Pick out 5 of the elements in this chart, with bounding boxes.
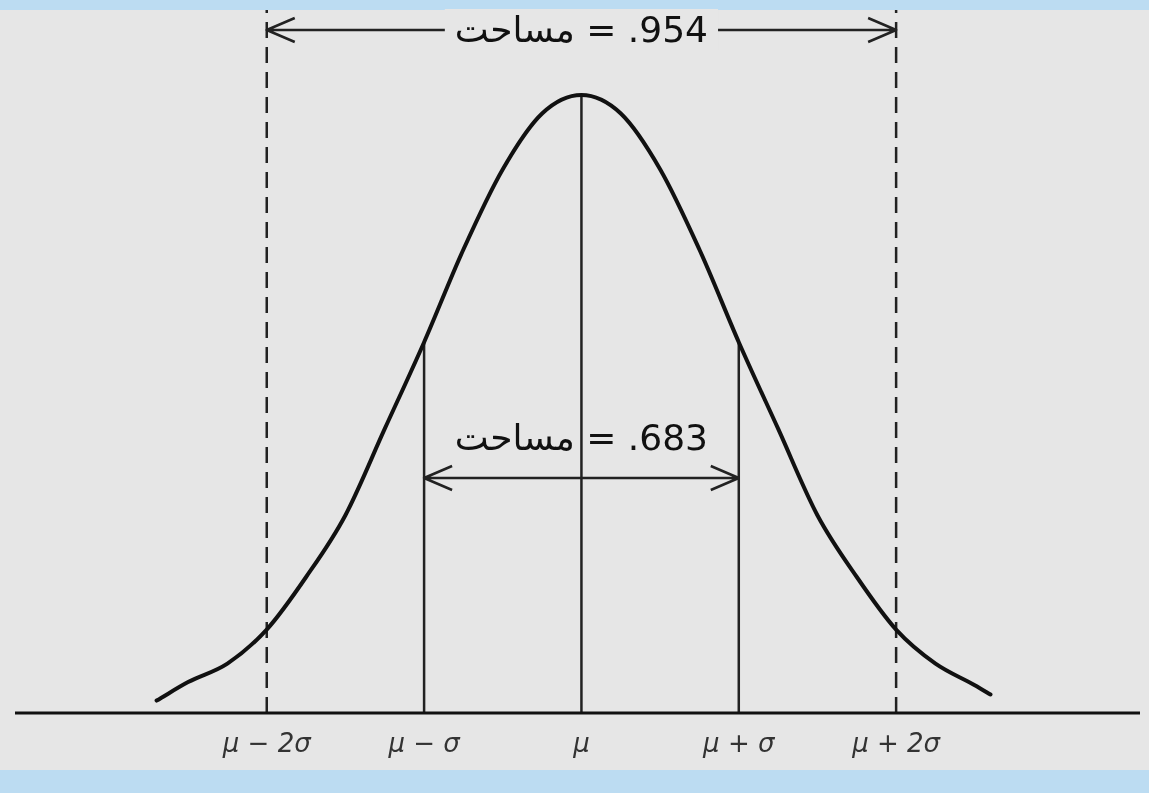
x-tick-label: μ − 2σ [221, 728, 313, 758]
x-tick-label: μ + 2σ [851, 728, 942, 758]
x-tick-label: μ + σ [702, 728, 776, 758]
x-tick-label: μ [572, 728, 590, 758]
x-tick-label: μ − σ [387, 728, 462, 758]
